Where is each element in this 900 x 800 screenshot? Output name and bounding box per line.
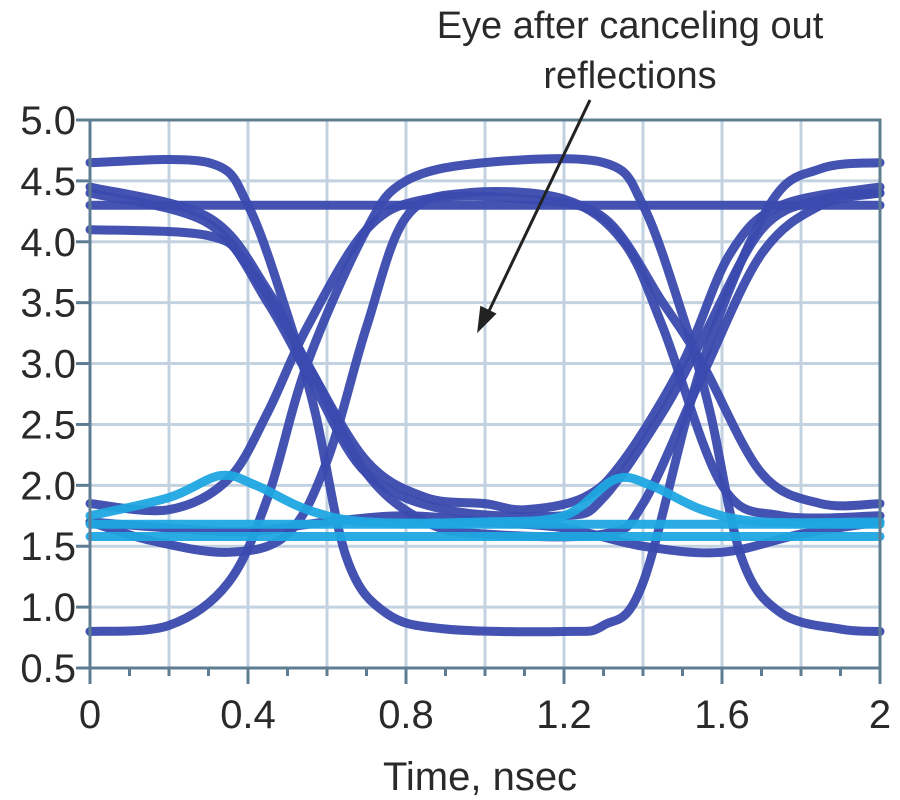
annotation-line-1: Eye after canceling out (437, 5, 824, 47)
eye-trace-12 (85, 470, 885, 528)
plot-frame (76, 118, 882, 684)
y-tick-label: 4.0 (20, 221, 76, 265)
x-tick-label: 0.4 (220, 693, 276, 737)
y-tick-label: 4.5 (20, 160, 76, 204)
grid (90, 120, 882, 668)
annotation-arrow (477, 99, 592, 334)
y-tick-label: 2.5 (20, 403, 76, 447)
y-axis-tick-labels: 0.5 1.0 1.5 2.0 2.5 3.0 3.5 4.0 4.5 5.0 (20, 99, 76, 691)
y-tick-label: 5.0 (20, 99, 76, 143)
x-tick-label: 1.6 (694, 693, 750, 737)
x-tick-label: 0 (79, 693, 101, 737)
x-tick-label: 0.8 (378, 693, 434, 737)
arrow-head (477, 305, 497, 334)
x-tick-label: 1.2 (536, 693, 592, 737)
eye-trace-8 (85, 187, 885, 557)
y-tick-label: 3.5 (20, 282, 76, 326)
annotation-line-2: reflections (543, 55, 716, 97)
eye-trace-7 (85, 191, 885, 516)
x-axis-tick-labels: 0 0.4 0.8 1.2 1.6 2 (79, 693, 891, 737)
traces (85, 154, 885, 637)
y-tick-label: 2.0 (20, 464, 76, 508)
y-tick-label: 3.0 (20, 343, 76, 387)
arrow-shaft (483, 99, 592, 320)
x-axis-label: Time, nsec (383, 755, 577, 799)
y-tick-label: 1.5 (20, 525, 76, 569)
x-tick-label: 2 (869, 693, 891, 737)
y-tick-label: 0.5 (20, 647, 76, 691)
y-tick-label: 1.0 (20, 586, 76, 630)
